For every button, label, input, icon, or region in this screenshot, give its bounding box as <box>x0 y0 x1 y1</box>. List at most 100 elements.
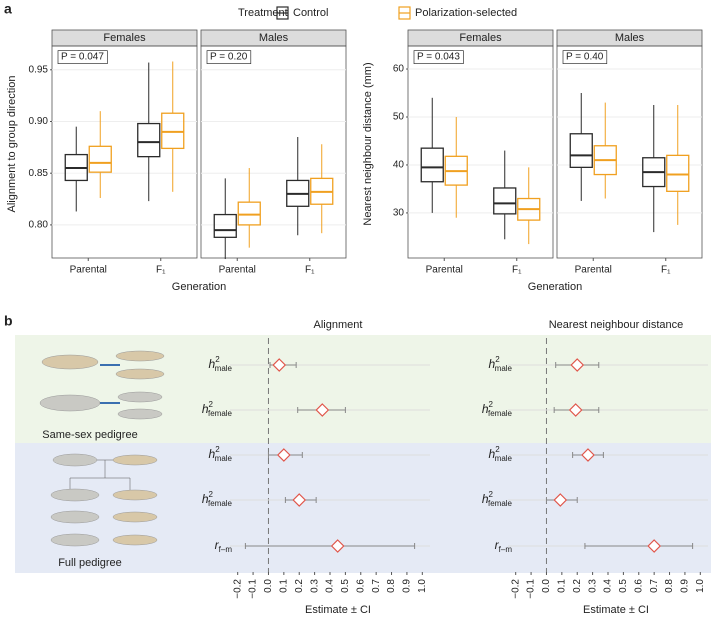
row-label-part: 2 <box>215 355 220 364</box>
estimate <box>553 493 568 507</box>
x-tick-label: Parental <box>575 265 612 276</box>
row-label-part: female <box>488 499 513 508</box>
x-tick-label: −0.2 <box>232 579 243 599</box>
row-label-part: 2 <box>209 400 214 409</box>
row-label: h2 male <box>489 445 513 463</box>
x-tick-label: Parental <box>70 265 107 276</box>
group-label: Full pedigree <box>58 557 122 569</box>
x-tick-label: F₁ <box>661 265 671 276</box>
x-tick-label: 0.3 <box>587 579 598 593</box>
y-tick-label: 0.90 <box>29 116 49 127</box>
y-axis-title: Alignment to group direction <box>6 76 18 213</box>
x-tick-label: 0.0 <box>263 579 274 593</box>
x-tick-label: Parental <box>426 265 463 276</box>
x-tick-label: 1.0 <box>417 579 428 593</box>
p-value-box <box>57 50 108 64</box>
p-value-box <box>413 50 464 64</box>
facet-frame <box>407 45 554 259</box>
row-label-part: male <box>495 364 513 373</box>
facet-frame <box>51 45 198 259</box>
x-tick-label: 0.1 <box>278 579 289 593</box>
row-label-part: r <box>495 538 500 552</box>
legend-label: Polarization-selected <box>415 7 517 19</box>
p-value: P = 0.20 <box>210 52 248 63</box>
x-tick-label: 0.5 <box>618 579 629 593</box>
row-label-part: h <box>482 492 489 506</box>
estimate <box>276 448 291 462</box>
x-tick-label: 0.5 <box>340 579 351 593</box>
x-axis-title: Generation <box>528 281 582 293</box>
facet-title: Males <box>259 32 289 44</box>
row-label-part: h <box>482 402 489 416</box>
facet-title: Males <box>615 32 645 44</box>
row-label: h2 male <box>489 355 513 373</box>
row-label-part: male <box>215 364 233 373</box>
p-value-box <box>562 50 608 64</box>
forest-title: Alignment <box>314 319 363 331</box>
p-value: P = 0.043 <box>417 52 460 63</box>
row-label: h2 female <box>482 400 513 418</box>
estimate <box>570 358 585 372</box>
x-tick-label: 0.9 <box>402 579 413 593</box>
row-label-part: male <box>215 454 233 463</box>
x-tick-label: 0.0 <box>541 579 552 593</box>
panel-label: b <box>4 313 13 329</box>
facet-frame <box>556 45 703 259</box>
row-label: h2 male <box>209 445 233 463</box>
row-label-part: f–m <box>499 545 513 554</box>
y-tick-label: 50 <box>393 112 405 123</box>
x-axis-title: Estimate ± CI <box>583 604 649 616</box>
row-label: h2 female <box>482 490 513 508</box>
row-label-part: 2 <box>495 445 500 454</box>
row-label-part: 2 <box>209 490 214 499</box>
row-label-part: female <box>208 499 233 508</box>
x-axis-title: Estimate ± CI <box>305 604 371 616</box>
box <box>493 187 517 215</box>
x-tick-label: −0.2 <box>510 579 521 599</box>
row-label-part: f–m <box>219 545 233 554</box>
x-tick-label: F₁ <box>156 265 166 276</box>
x-tick-label: 0.3 <box>309 579 320 593</box>
estimate <box>315 403 330 417</box>
facet-frame <box>200 45 347 259</box>
x-tick-label: 0.2 <box>294 579 305 593</box>
row-label: h2 male <box>209 355 233 373</box>
x-tick-label: −0.1 <box>526 579 537 599</box>
x-axis-title: Generation <box>172 281 226 293</box>
x-tick-label: 1.0 <box>695 579 706 593</box>
row-label-part: h <box>202 402 209 416</box>
box <box>420 147 444 183</box>
x-tick-label: 0.6 <box>633 579 644 593</box>
box <box>569 133 593 168</box>
fish-icons <box>39 350 165 547</box>
p-value: P = 0.40 <box>566 52 604 63</box>
row-label: rf–m <box>495 538 513 554</box>
y-tick-label: 0.95 <box>29 64 49 75</box>
y-tick-label: 0.85 <box>29 168 49 179</box>
x-tick-label: 0.7 <box>371 579 382 593</box>
estimate <box>292 493 307 507</box>
box <box>137 122 161 158</box>
row-label-part: male <box>495 454 513 463</box>
row-label-part: h <box>489 447 496 461</box>
estimate <box>568 403 583 417</box>
box <box>161 112 185 150</box>
row-label-part: 2 <box>489 490 494 499</box>
row-label: h2 female <box>202 490 233 508</box>
row-label-part: h <box>202 492 209 506</box>
x-tick-label: 0.4 <box>325 579 336 593</box>
x-tick-label: 0.2 <box>572 579 583 593</box>
estimate <box>581 448 595 462</box>
row-label-part: h <box>209 357 216 371</box>
x-tick-label: F₁ <box>305 265 315 276</box>
box <box>88 145 112 173</box>
legend-label: Control <box>293 7 328 19</box>
x-tick-label: F₁ <box>512 265 522 276</box>
box <box>666 154 690 192</box>
y-tick-label: 60 <box>393 64 405 75</box>
row-label-part: 2 <box>489 400 494 409</box>
group-label: Same-sex pedigree <box>42 429 137 441</box>
x-tick-label: 0.8 <box>664 579 675 593</box>
estimate <box>647 539 662 553</box>
